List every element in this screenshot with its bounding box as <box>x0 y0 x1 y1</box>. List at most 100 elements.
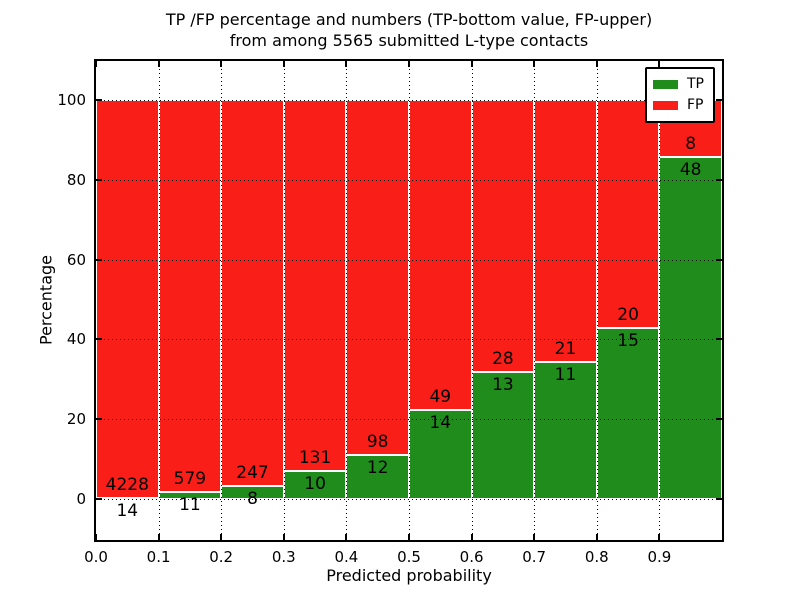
tick-mark <box>96 99 102 101</box>
gridline-vertical <box>346 61 348 540</box>
tick-mark <box>282 534 285 540</box>
tick-mark <box>408 61 410 67</box>
chart-title-line1: TP /FP percentage and numbers (TP-bottom… <box>165 10 653 29</box>
tick-mark <box>220 534 223 540</box>
chart-title-line2: from among 5565 submitted L-type contact… <box>229 31 589 50</box>
x-tick-label: 0.5 <box>397 548 421 566</box>
bar-segment-fp <box>283 100 347 471</box>
tick-mark <box>533 534 536 540</box>
x-tick-label: 0.2 <box>209 548 234 566</box>
bar-segment-fp <box>221 100 284 487</box>
tick-mark <box>408 534 410 540</box>
tick-mark <box>716 338 722 341</box>
tick-mark <box>96 338 102 341</box>
legend-row-tp: TP <box>653 74 707 95</box>
tick-mark <box>95 534 97 540</box>
bar-segment-fp <box>346 100 409 456</box>
tick-mark <box>157 61 160 67</box>
gridline-vertical <box>221 61 223 540</box>
x-tick-label: 0.3 <box>271 548 296 566</box>
chart-title: TP /FP percentage and numbers (TP-bottom… <box>96 9 722 51</box>
bar-count-label-fp: 28 <box>492 349 514 370</box>
tick-mark <box>658 534 661 540</box>
bar-segment-tp <box>283 470 347 499</box>
bar-segment-fp <box>596 100 660 328</box>
bar-count-label-tp: 14 <box>429 413 452 434</box>
fp-swatch-icon <box>653 101 678 110</box>
bar-segment-tp <box>659 157 722 499</box>
y-tick-label: 20 <box>66 410 86 429</box>
tick-mark <box>96 498 102 500</box>
tick-mark <box>96 418 102 421</box>
bar-count-label-fp: 4228 <box>105 474 149 495</box>
gridline-vertical <box>409 61 410 540</box>
y-tick-label: 40 <box>66 330 86 349</box>
bar-count-label-tp: 15 <box>617 331 639 351</box>
x-axis-label: Predicted probability <box>326 566 492 585</box>
x-tick-label: 0.1 <box>146 548 171 566</box>
tick-mark <box>716 258 722 261</box>
tick-mark <box>95 61 97 67</box>
tick-mark <box>716 178 722 181</box>
bar-count-label-fp: 49 <box>429 387 452 408</box>
bar-count-label-tp: 12 <box>366 458 389 479</box>
tick-mark <box>282 61 285 67</box>
bar-count-label-tp: 10 <box>304 473 326 494</box>
tick-mark <box>470 534 473 540</box>
bar-count-label-tp: 8 <box>247 489 258 510</box>
bar-count-label-fp: 8 <box>685 134 697 154</box>
bar-count-label-fp: 579 <box>173 468 207 489</box>
tick-mark <box>345 534 348 540</box>
tick-mark <box>96 178 102 181</box>
tick-mark <box>96 258 102 261</box>
gridline-vertical <box>283 61 285 540</box>
bar-count-label-tp: 48 <box>679 160 702 180</box>
bar-count-label-tp: 14 <box>116 500 139 521</box>
bar-segment-fp <box>158 100 222 492</box>
x-tick-label: 0.6 <box>459 548 484 566</box>
bar-count-label-tp: 11 <box>179 494 201 515</box>
bar-count-label-fp: 20 <box>617 305 639 325</box>
gridline-vertical <box>471 61 473 540</box>
y-tick-label: 0 <box>76 490 86 508</box>
gridline-vertical <box>659 61 661 540</box>
bar-count-label-tp: 11 <box>554 364 577 385</box>
bar-count-label-fp: 21 <box>554 338 577 359</box>
gridline-vertical <box>158 61 160 540</box>
gridline-vertical <box>596 61 598 540</box>
bar-segment-tp <box>534 361 597 499</box>
bar-segment-tp <box>409 410 472 499</box>
x-tick-label: 0.7 <box>522 548 547 566</box>
tick-mark <box>345 61 348 67</box>
bar-count-label-fp: 247 <box>236 463 269 484</box>
bar-segment-tp <box>471 372 535 499</box>
tick-mark <box>716 99 722 101</box>
tick-mark <box>716 418 722 421</box>
bar-segment-fp <box>96 100 159 498</box>
tick-mark <box>157 534 160 540</box>
bar-segment-fp <box>409 100 472 411</box>
bar-segment-fp <box>534 100 597 362</box>
legend-label-tp: TP <box>687 76 704 92</box>
y-tick-label: 100 <box>57 91 86 109</box>
bar-count-label-fp: 98 <box>366 432 389 453</box>
bar-segment-tp <box>346 455 409 499</box>
tick-mark <box>470 61 473 67</box>
tp-swatch-icon <box>653 80 678 89</box>
legend: TP FP <box>645 67 715 123</box>
y-tick-label: 80 <box>66 170 86 189</box>
tick-mark <box>595 534 598 540</box>
legend-label-fp: FP <box>687 97 704 113</box>
tick-mark <box>716 498 722 500</box>
tick-mark <box>533 61 536 67</box>
bar-segment-fp <box>471 100 535 373</box>
legend-row-fp: FP <box>653 95 707 116</box>
bar-count-label-tp: 13 <box>492 375 514 396</box>
x-tick-label: 0.4 <box>334 548 359 566</box>
bar-segment-tp <box>596 328 660 499</box>
x-tick-label: 0.9 <box>647 548 672 566</box>
tick-mark <box>658 61 661 67</box>
plot-inner: 4228 14 579 11 247 8 131 10 98 12 49 14 28 13 21 11 20 15… <box>57 61 722 566</box>
y-tick-label: 60 <box>66 250 86 269</box>
